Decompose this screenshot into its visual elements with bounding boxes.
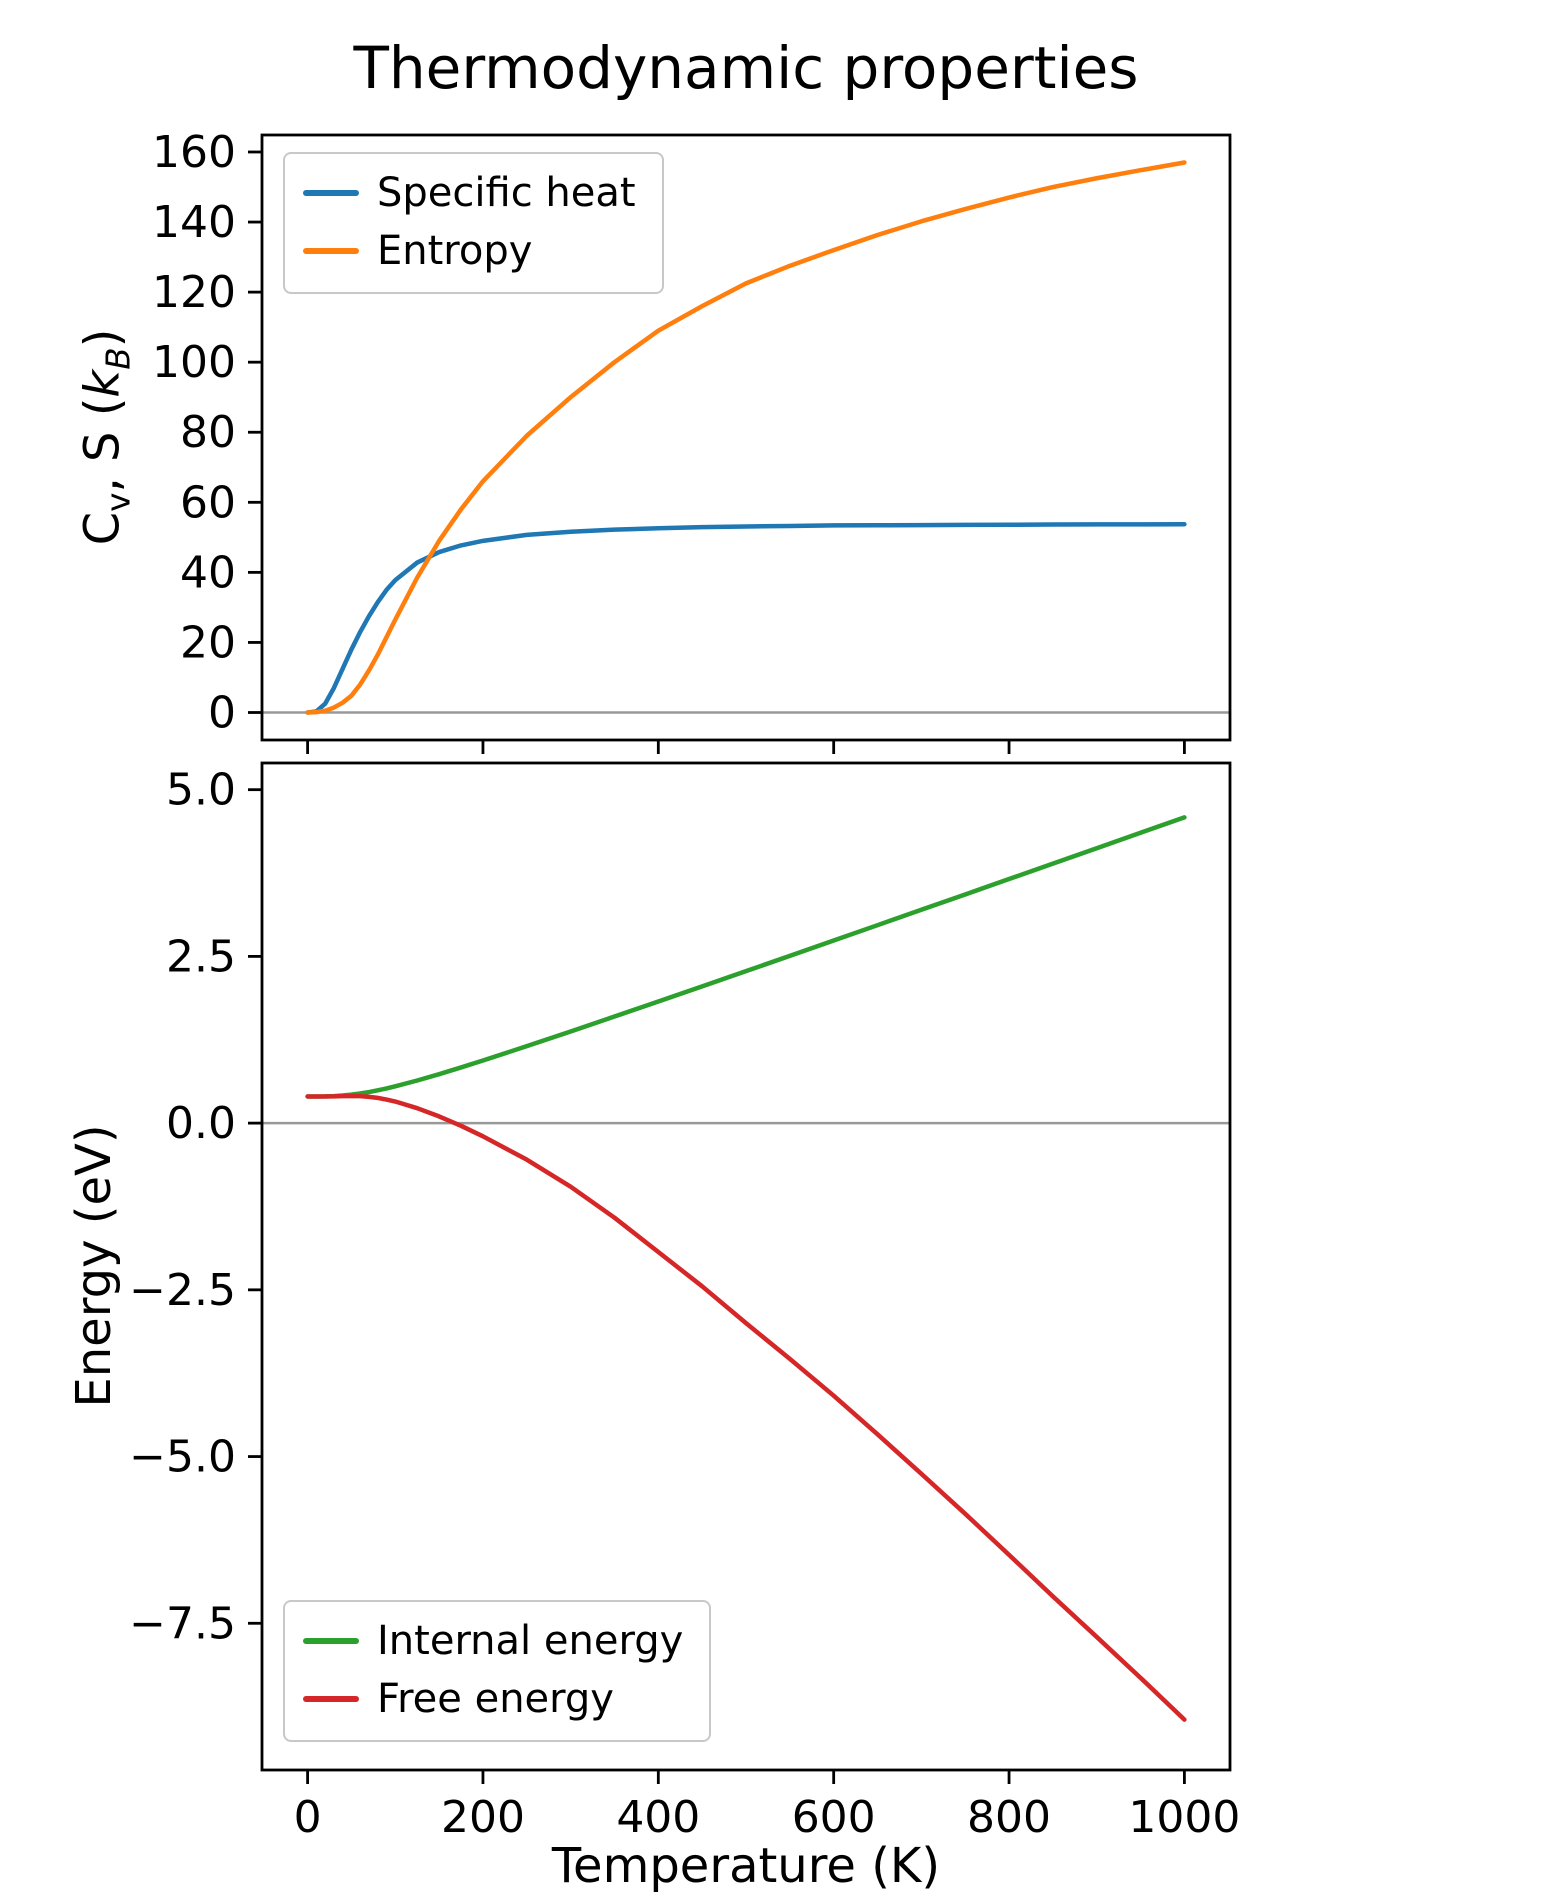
- y-tick-label: 120: [152, 267, 236, 318]
- legend-item-internal-energy: Internal energy: [303, 1616, 683, 1666]
- curve-internal-energy: [305, 815, 1187, 1099]
- y-tick-label: 0.0: [166, 1098, 236, 1149]
- subplot: 5.0 2.5 0.0 −2.5 −5.0 −7.5 0 200 400 600 800 1000: [129, 761, 1240, 1843]
- internal-energy-line-swatch: [303, 1638, 359, 1644]
- legend-item-specific-heat: Specific heat: [303, 168, 636, 218]
- x-tick-label: 0: [294, 1792, 322, 1843]
- entropy-line-swatch: [303, 248, 359, 254]
- x-tick-label: 600: [792, 1792, 876, 1843]
- y-tick-label: 40: [180, 547, 236, 598]
- y-tick-label: 2.5: [166, 931, 236, 982]
- specific-heat-line-swatch: [303, 190, 359, 196]
- x-tick-label: 400: [616, 1792, 700, 1843]
- legend-top: Specific heat Entropy: [283, 152, 664, 294]
- legend-item-entropy: Entropy: [303, 226, 636, 276]
- curve-entropy: [305, 160, 1187, 715]
- axes-frame: [260, 133, 1232, 742]
- x-axis-label: Temperature (K): [551, 1838, 941, 1894]
- legend-label-entropy: Entropy: [377, 228, 533, 274]
- curve-specific-heat: [305, 521, 1187, 715]
- ylabel-top-text: C: [74, 511, 131, 546]
- y-tick-label: 0: [208, 688, 236, 739]
- y-tick-label: 20: [180, 617, 236, 668]
- y-tick-label: −7.5: [129, 1598, 236, 1649]
- legend-item-free-energy: Free energy: [303, 1674, 683, 1724]
- ylabel-top-sub-v: v: [99, 492, 138, 512]
- legend-label-specific-heat: Specific heat: [377, 170, 636, 216]
- y-tick-label: 160: [152, 127, 236, 178]
- ylabel-top-mid: , S (: [74, 397, 131, 493]
- chart-title: Thermodynamic properties: [353, 34, 1139, 102]
- y-tick-label: 5.0: [166, 765, 236, 816]
- y-axis-label-top: Cv, S (kB): [75, 329, 138, 546]
- ylabel-top-end: ): [74, 328, 131, 348]
- y-tick-label: 100: [152, 337, 236, 388]
- free-energy-line-swatch: [303, 1696, 359, 1702]
- legend-label-internal-energy: Internal energy: [377, 1618, 684, 1664]
- axes-frame: [260, 761, 1232, 1772]
- x-tick-label: 800: [967, 1792, 1051, 1843]
- x-tick-label: 1000: [1128, 1792, 1240, 1843]
- ylabel-top-k: k: [74, 369, 131, 398]
- legend-bottom: Internal energy Free energy: [283, 1600, 712, 1742]
- legend-label-free-energy: Free energy: [377, 1676, 614, 1722]
- y-axis-label-bottom: Energy (eV): [66, 1124, 122, 1408]
- y-tick-label: −2.5: [129, 1265, 236, 1316]
- y-tick-label: −5.0: [129, 1432, 236, 1483]
- subplot: 0 20 40 60 80 100 120 140 160: [152, 127, 1232, 754]
- y-tick-label: 140: [152, 197, 236, 248]
- ylabel-top-sub-b: B: [99, 347, 138, 370]
- curve-free-energy: [305, 1093, 1187, 1722]
- x-tick-label: 200: [441, 1792, 525, 1843]
- y-tick-label: 60: [180, 477, 236, 528]
- y-tick-label: 80: [180, 407, 236, 458]
